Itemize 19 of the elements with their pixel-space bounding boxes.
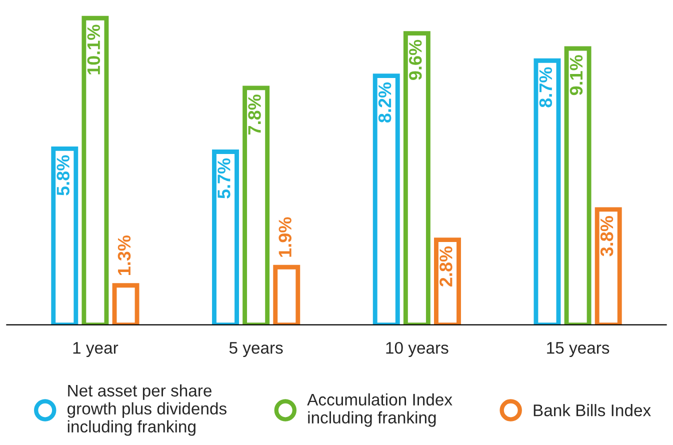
data-label: 5.7% <box>218 158 230 198</box>
data-label: 9.1% <box>570 55 583 96</box>
data-label: 8.2% <box>378 82 392 123</box>
data-label: 7.8% <box>248 94 261 134</box>
x-tick-label: 1 year <box>73 342 118 358</box>
x-tick-label: 10 years <box>386 342 448 358</box>
data-label: 1.9% <box>278 217 292 257</box>
x-tick-label: 15 years <box>547 342 610 358</box>
data-label: 8.7% <box>539 67 552 108</box>
data-label: 2.8% <box>440 246 452 286</box>
data-label: 10.1% <box>87 24 100 74</box>
legend-label: Accumulation Index including franking <box>307 393 452 427</box>
legend-label: Bank Bills Index <box>534 404 651 416</box>
x-tick-label: 5 years <box>229 342 283 358</box>
data-label: 5.8% <box>56 155 70 196</box>
data-label: 9.6% <box>408 40 422 80</box>
data-label: 1.3% <box>118 235 131 276</box>
legend-label: Net asset per share growth plus dividends including franking <box>67 384 226 436</box>
data-label: 3.8% <box>600 216 614 256</box>
